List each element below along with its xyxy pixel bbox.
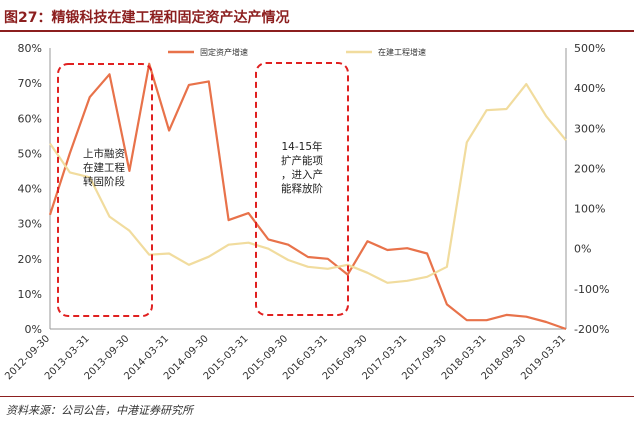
left-tick-label: 0% xyxy=(25,323,42,336)
right-tick-label: 400% xyxy=(574,82,605,95)
left-tick-label: 40% xyxy=(18,183,42,196)
right-tick-label: 500% xyxy=(574,42,605,55)
title-bar: 图27：精锻科技在建工程和固定资产达产情况 xyxy=(0,0,634,32)
construction-growth-line xyxy=(49,82,567,284)
left-tick-label: 80% xyxy=(18,42,42,55)
right-tick-label: 200% xyxy=(574,162,605,175)
right-tick-label: 100% xyxy=(574,203,605,216)
left-tick-label: 70% xyxy=(18,77,42,90)
annotation-text: 14-15年 xyxy=(281,140,322,153)
annotation-text: 上市融资 xyxy=(83,147,125,160)
fixed-asset-growth-line xyxy=(48,62,567,331)
left-axis: 0% 10% 20% 30% 40% 50% 60% 70% 80% xyxy=(18,42,51,336)
annotation-text: ，进入产 xyxy=(281,168,323,181)
right-tick-label: 0% xyxy=(574,243,591,256)
annotation-text: 转固阶段 xyxy=(83,175,125,188)
left-tick-label: 50% xyxy=(18,147,42,160)
annotation-box xyxy=(57,63,153,317)
legend-label: 在建工程增速 xyxy=(378,47,426,57)
right-tick-label: 300% xyxy=(574,122,605,135)
right-axis: -200% -100% 0% 100% 200% 300% 400% 500% xyxy=(565,42,609,336)
series-layer xyxy=(48,62,567,331)
source-bar: 资料来源：公司公告，中港证券研究所 xyxy=(0,396,634,421)
annotation-text: 扩产能项 xyxy=(281,154,323,167)
annotation-box xyxy=(255,62,349,316)
annotation-text: 在建工程 xyxy=(83,161,125,174)
left-tick-label: 60% xyxy=(18,112,42,125)
source-note: 资料来源：公司公告，中港证券研究所 xyxy=(6,404,193,417)
legend: 固定资产增速 在建工程增速 xyxy=(168,47,426,57)
chart-title: 图27：精锻科技在建工程和固定资产达产情况 xyxy=(4,10,290,26)
right-tick-label: -100% xyxy=(574,283,609,296)
left-tick-label: 10% xyxy=(18,288,42,301)
chart: 0% 10% 20% 30% 40% 50% 60% 70% 80% -200% -100% 0% 1… xyxy=(3,42,609,382)
left-tick-label: 30% xyxy=(18,218,42,231)
annotation-text: 能释放阶 xyxy=(281,182,323,195)
legend-label: 固定资产增速 xyxy=(200,47,248,57)
x-axis: 2012-09-302013-03-312013-09-302014-03-31… xyxy=(3,328,568,382)
left-tick-label: 20% xyxy=(18,253,42,266)
right-tick-label: -200% xyxy=(574,323,609,336)
